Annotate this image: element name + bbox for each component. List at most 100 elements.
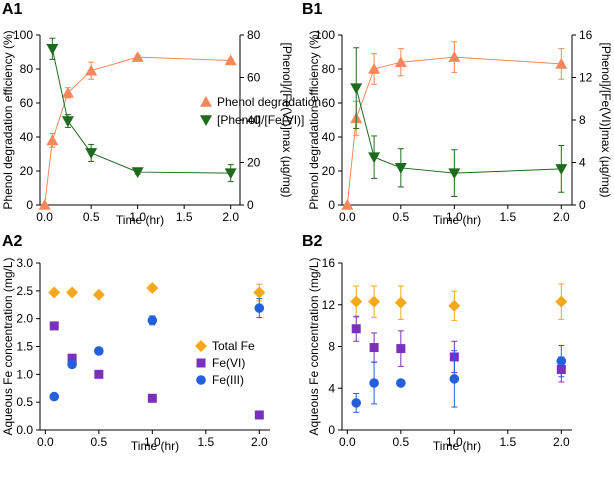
data-point-fe-iii bbox=[147, 315, 158, 326]
y-tick-label: 2.5 bbox=[16, 284, 33, 298]
y-tick-label: 0 bbox=[328, 423, 335, 437]
y-right-tick-label: 0 bbox=[579, 198, 586, 212]
data-point-fe-iii bbox=[49, 391, 60, 402]
panel-label-A2: A2 bbox=[2, 233, 23, 250]
x-tick-label: 2.0 bbox=[251, 435, 268, 449]
x-tick-label: 2.0 bbox=[553, 435, 570, 449]
data-point-fe-vi bbox=[67, 353, 77, 363]
data-point-phenol-fe-vi bbox=[448, 168, 461, 180]
y-axis-title: Phenol degradation efficiency (%) bbox=[307, 30, 321, 209]
series-line-phenol-fe-vi bbox=[355, 87, 562, 174]
y-tick-label: 100 bbox=[13, 28, 33, 42]
legend-label: Fe(VI) bbox=[212, 356, 245, 370]
data-point-phenol-fe-vi bbox=[368, 152, 381, 164]
y-tick-label: 12 bbox=[322, 298, 336, 312]
x-tick-label: 0.0 bbox=[339, 210, 356, 224]
x-tick-label: 1.5 bbox=[176, 210, 193, 224]
x-tick-label: 0.0 bbox=[339, 435, 356, 449]
y-tick-label: 0.0 bbox=[16, 423, 33, 437]
data-point-phenol-degradation bbox=[61, 86, 74, 98]
y-tick-label: 60 bbox=[322, 96, 336, 110]
legend-marker bbox=[200, 96, 212, 107]
data-point-fe-vi bbox=[49, 321, 59, 331]
x-tick-label: 0.5 bbox=[83, 210, 100, 224]
data-point-phenol-degradation bbox=[38, 199, 51, 210]
x-tick-label: 1.0 bbox=[446, 435, 463, 449]
y-right-tick-label: 4 bbox=[579, 156, 586, 170]
x-axis-title: Time (hr) bbox=[131, 439, 179, 453]
data-point-total-fe bbox=[253, 286, 266, 299]
data-point-phenol-degradation bbox=[368, 63, 381, 74]
y-right-tick-label: 20 bbox=[247, 156, 261, 170]
chart-panel-B1: 0.0 0.5 1.0 1.5 2.0 0 20 40 60 80 100 0 4 8 12 16 Time (… bbox=[307, 28, 613, 227]
y-tick-label: 1.5 bbox=[16, 340, 33, 354]
data-point-total-fe bbox=[92, 288, 105, 301]
data-point-phenol-degradation bbox=[224, 54, 237, 66]
legend-marker bbox=[196, 375, 206, 385]
y-axis-title: Aqueous Fe concentration (mg/L) bbox=[307, 257, 321, 435]
data-point-total-fe bbox=[48, 286, 61, 299]
series-line-phenol-fe-vi bbox=[51, 48, 231, 174]
data-point-fe-iii bbox=[449, 374, 460, 384]
x-tick-label: 1.5 bbox=[499, 210, 516, 224]
data-point-fe-iii bbox=[67, 359, 77, 370]
x-axis-title: Time (hr) bbox=[433, 439, 481, 453]
data-point-fe-iii bbox=[369, 378, 379, 388]
data-point-phenol-degradation bbox=[394, 56, 407, 67]
data-point-total-fe bbox=[350, 295, 363, 308]
legend-marker bbox=[195, 340, 207, 352]
legend-marker bbox=[200, 115, 212, 126]
x-axis-title: Time (hr) bbox=[116, 213, 164, 227]
y-right-tick-label: 8 bbox=[579, 113, 586, 127]
data-point-fe-vi bbox=[147, 393, 157, 403]
data-point-phenol-degradation bbox=[341, 199, 354, 210]
data-point-phenol-fe-vi bbox=[46, 44, 59, 55]
data-point-phenol-fe-vi bbox=[224, 168, 237, 180]
x-tick-label: 2.0 bbox=[222, 210, 239, 224]
series-line-phenol-degradation bbox=[346, 56, 562, 206]
x-tick-label: 0.5 bbox=[392, 210, 409, 224]
panel-label-B2: B2 bbox=[302, 233, 323, 250]
data-point-total-fe bbox=[448, 299, 461, 312]
data-point-phenol-degradation bbox=[46, 134, 59, 146]
data-point-phenol-fe-vi bbox=[350, 83, 363, 95]
y-right-tick-label: 80 bbox=[247, 28, 261, 42]
data-point-total-fe bbox=[368, 295, 381, 308]
y-tick-label: 80 bbox=[322, 62, 336, 76]
y-tick-label: 20 bbox=[20, 164, 34, 178]
data-point-phenol-degradation bbox=[131, 51, 144, 62]
x-axis-title: Time (hr) bbox=[433, 213, 481, 227]
data-point-fe-iii bbox=[254, 303, 265, 313]
y-tick-label: 2.0 bbox=[16, 312, 33, 326]
data-point-fe-vi bbox=[369, 343, 379, 353]
data-point-total-fe bbox=[394, 296, 407, 309]
data-point-fe-vi bbox=[94, 369, 104, 379]
data-point-phenol-fe-vi bbox=[85, 148, 98, 159]
data-point-fe-vi bbox=[254, 410, 264, 420]
legend-label: [Phenol]/[Fe(VI)] bbox=[217, 113, 304, 127]
data-point-fe-iii bbox=[556, 356, 567, 366]
y-right-tick-label: 0 bbox=[247, 198, 254, 212]
y-axis-right-title: [Phenol]/[Fe(VI)]max (µg/mg) bbox=[599, 43, 613, 198]
y-tick-label: 8 bbox=[328, 340, 335, 354]
data-point-phenol-fe-vi bbox=[131, 167, 144, 179]
data-point-phenol-degradation bbox=[85, 64, 98, 76]
data-point-total-fe bbox=[555, 295, 568, 308]
y-tick-label: 100 bbox=[315, 28, 335, 42]
y-tick-label: 3.0 bbox=[16, 256, 33, 270]
x-tick-label: 0.0 bbox=[37, 435, 54, 449]
y-tick-label: 20 bbox=[322, 164, 336, 178]
data-point-phenol-degradation bbox=[555, 57, 568, 69]
data-point-total-fe bbox=[146, 282, 159, 295]
y-tick-label: 0 bbox=[26, 198, 33, 212]
y-tick-label: 0 bbox=[328, 198, 335, 212]
x-tick-label: 0.5 bbox=[392, 435, 409, 449]
y-tick-label: 4 bbox=[328, 381, 335, 395]
chart-panel-A1: 0.0 0.5 1.0 1.5 2.0 0 20 40 60 80 100 0 20 40 60 80 Time… bbox=[1, 28, 321, 227]
y-axis-title: Phenol degradation efficiency (%) bbox=[1, 30, 15, 209]
y-tick-label: 80 bbox=[20, 62, 34, 76]
x-tick-label: 1.5 bbox=[197, 435, 214, 449]
chart-panel-B2: 0.0 0.5 1.0 1.5 2.0 0 4 8 12 16 Time (hr) Aqueous F… bbox=[307, 256, 572, 453]
y-axis-right-title: [Phenol]/[Fe(VI)]max (µg/mg) bbox=[280, 43, 294, 198]
data-point-fe-iii bbox=[396, 378, 406, 388]
